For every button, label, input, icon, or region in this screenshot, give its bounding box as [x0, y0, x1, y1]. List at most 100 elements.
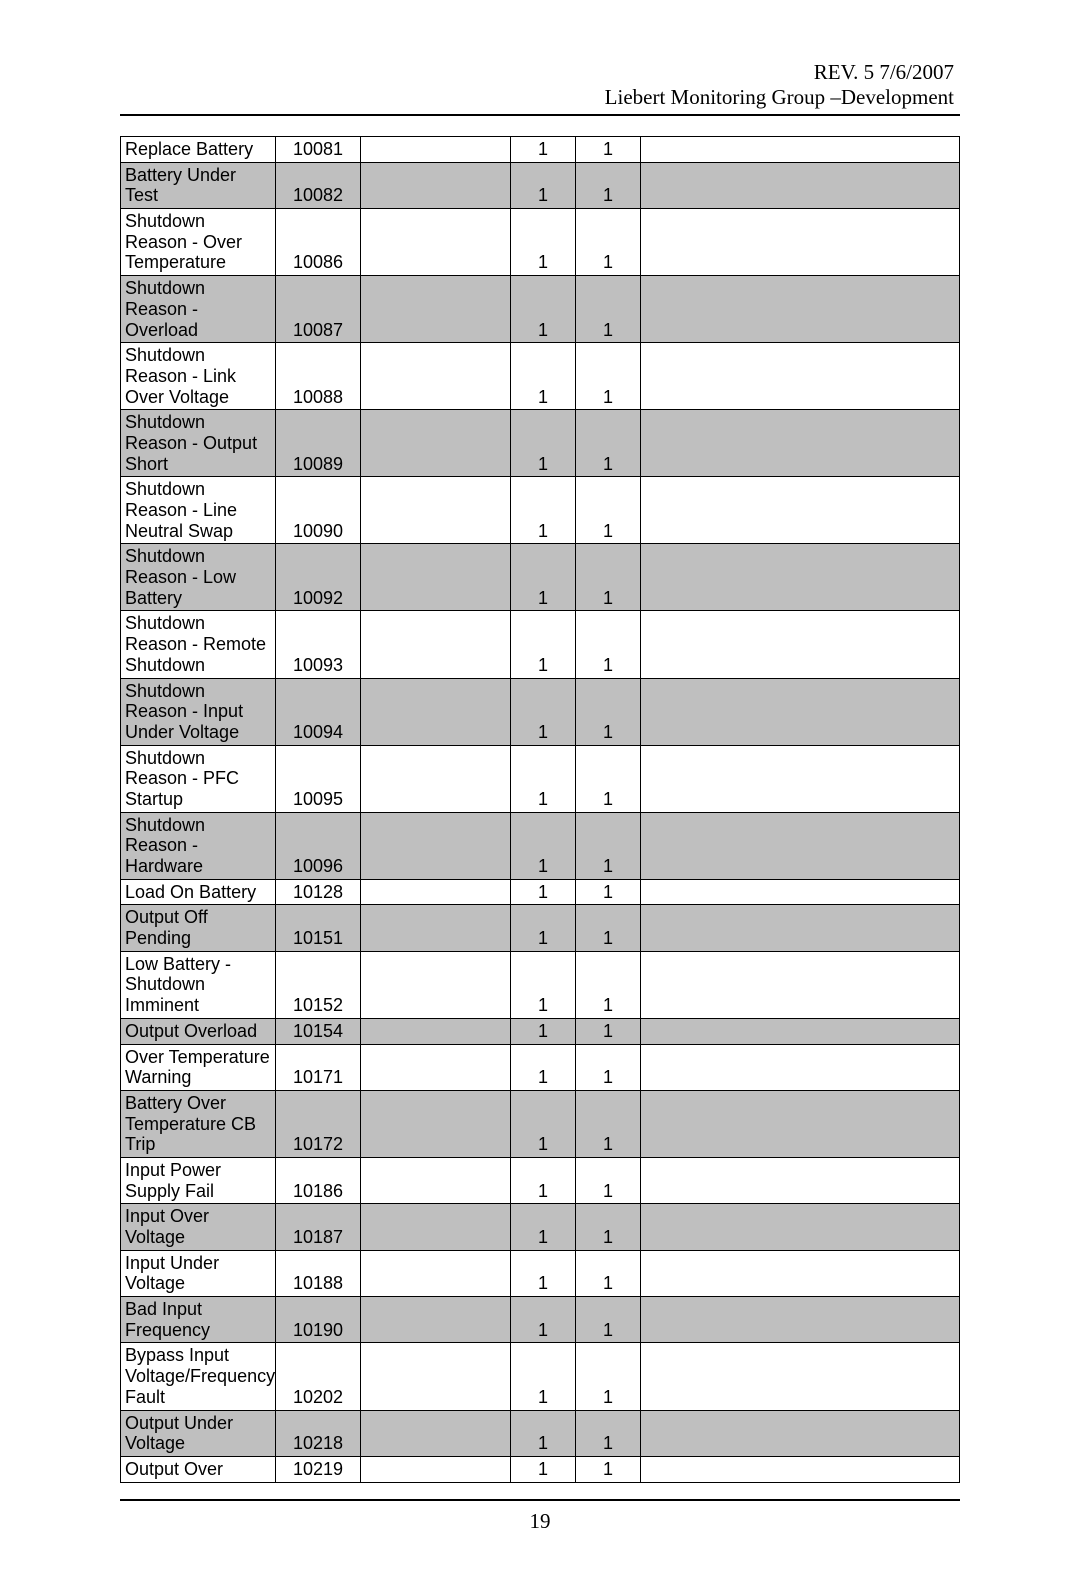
code-cell: 10218: [276, 1410, 361, 1456]
empty-cell: [641, 276, 960, 343]
empty-cell: [361, 162, 511, 208]
empty-cell: [361, 1297, 511, 1343]
value-cell: 1: [511, 1157, 576, 1203]
empty-cell: [361, 1343, 511, 1410]
description-cell: Output Under Voltage: [121, 1410, 276, 1456]
table-row: Output Off Pending1015111: [121, 905, 960, 951]
description-cell: Low Battery - Shutdown Imminent: [121, 951, 276, 1018]
description-cell: Input Power Supply Fail: [121, 1157, 276, 1203]
empty-cell: [641, 1343, 960, 1410]
code-cell: 10093: [276, 611, 361, 678]
description-cell: Over Temperature Warning: [121, 1044, 276, 1090]
empty-cell: [641, 343, 960, 410]
empty-cell: [361, 1204, 511, 1250]
code-cell: 10152: [276, 951, 361, 1018]
value-cell: 1: [511, 1018, 576, 1044]
table-row: Input Power Supply Fail10186 11: [121, 1157, 960, 1203]
code-cell: 10086: [276, 209, 361, 276]
empty-cell: [361, 905, 511, 951]
value-cell: 1: [576, 678, 641, 745]
value-cell: 1: [576, 1250, 641, 1296]
empty-cell: [641, 905, 960, 951]
header-group: Liebert Monitoring Group –Development: [120, 85, 954, 110]
value-cell: 1: [576, 1090, 641, 1157]
empty-cell: [641, 137, 960, 163]
empty-cell: [361, 137, 511, 163]
table-row: Shutdown Reason - Over Temperature100861…: [121, 209, 960, 276]
empty-cell: [361, 1456, 511, 1482]
code-cell: 10186: [276, 1157, 361, 1203]
value-cell: 1: [511, 343, 576, 410]
code-cell: 10095: [276, 745, 361, 812]
description-cell: Bad Input Frequency: [121, 1297, 276, 1343]
code-cell: 10096: [276, 812, 361, 879]
value-cell: 1: [576, 745, 641, 812]
table-row: Load On Battery1012811: [121, 879, 960, 905]
value-cell: 1: [511, 1090, 576, 1157]
value-cell: 1: [576, 162, 641, 208]
empty-cell: [361, 477, 511, 544]
description-cell: Output Overload: [121, 1018, 276, 1044]
value-cell: 1: [576, 1018, 641, 1044]
empty-cell: [641, 745, 960, 812]
value-cell: 1: [576, 951, 641, 1018]
empty-cell: [641, 879, 960, 905]
description-cell: Replace Battery: [121, 137, 276, 163]
table-row: Shutdown Reason - Hardware1009611: [121, 812, 960, 879]
empty-cell: [361, 544, 511, 611]
table-row: Shutdown Reason - Remote Shutdown1009311: [121, 611, 960, 678]
data-table: Replace Battery1008111Battery Under Test…: [120, 136, 960, 1483]
value-cell: 1: [511, 477, 576, 544]
code-cell: 10154: [276, 1018, 361, 1044]
empty-cell: [641, 410, 960, 477]
value-cell: 1: [576, 477, 641, 544]
description-cell: Shutdown Reason - Low Battery: [121, 544, 276, 611]
value-cell: 1: [511, 162, 576, 208]
empty-cell: [641, 1410, 960, 1456]
table-row: Shutdown Reason - PFC Startup1009511: [121, 745, 960, 812]
description-cell: Output Off Pending: [121, 905, 276, 951]
value-cell: 1: [576, 209, 641, 276]
empty-cell: [641, 678, 960, 745]
empty-cell: [361, 951, 511, 1018]
value-cell: 1: [511, 1044, 576, 1090]
description-cell: Shutdown Reason - Link Over Voltage: [121, 343, 276, 410]
value-cell: 1: [511, 410, 576, 477]
empty-cell: [641, 209, 960, 276]
value-cell: 1: [511, 1343, 576, 1410]
value-cell: 1: [511, 544, 576, 611]
empty-cell: [361, 410, 511, 477]
empty-cell: [641, 477, 960, 544]
description-cell: Output Over: [121, 1456, 276, 1482]
page-header: REV. 5 7/6/2007 Liebert Monitoring Group…: [120, 60, 960, 110]
header-revision: REV. 5 7/6/2007: [120, 60, 954, 85]
table-row: Shutdown Reason - Overload1008711: [121, 276, 960, 343]
description-cell: Load On Battery: [121, 879, 276, 905]
empty-cell: [361, 1250, 511, 1296]
header-rule: [120, 114, 960, 116]
empty-cell: [641, 1456, 960, 1482]
empty-cell: [361, 276, 511, 343]
code-cell: 10202: [276, 1343, 361, 1410]
value-cell: 1: [576, 1410, 641, 1456]
table-row: Low Battery - Shutdown Imminent1015211: [121, 951, 960, 1018]
table-row: Output Over1021911: [121, 1456, 960, 1482]
footer-rule: [120, 1499, 960, 1501]
table-row: Shutdown Reason - Output Short1008911: [121, 410, 960, 477]
table-row: Output Under Voltage1021811: [121, 1410, 960, 1456]
code-cell: 10094: [276, 678, 361, 745]
description-cell: Input Over Voltage: [121, 1204, 276, 1250]
code-cell: 10092: [276, 544, 361, 611]
value-cell: 1: [576, 1157, 641, 1203]
value-cell: 1: [576, 1044, 641, 1090]
description-cell: Shutdown Reason - PFC Startup: [121, 745, 276, 812]
value-cell: 1: [576, 812, 641, 879]
table-row: Shutdown Reason - Input Under Voltage100…: [121, 678, 960, 745]
value-cell: 1: [576, 611, 641, 678]
value-cell: 1: [576, 1343, 641, 1410]
value-cell: 1: [576, 1297, 641, 1343]
description-cell: Shutdown Reason - Hardware: [121, 812, 276, 879]
empty-cell: [641, 1018, 960, 1044]
empty-cell: [361, 745, 511, 812]
empty-cell: [361, 1018, 511, 1044]
